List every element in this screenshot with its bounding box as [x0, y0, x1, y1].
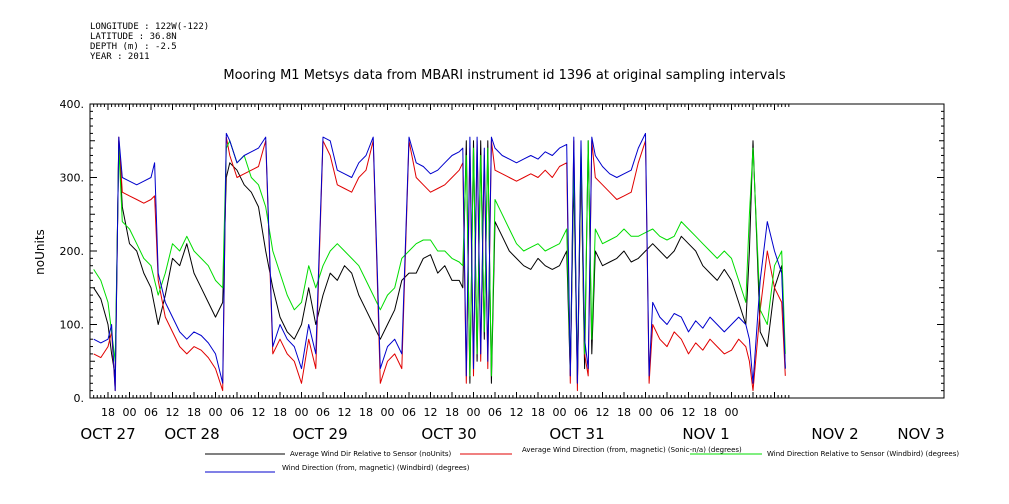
x-tick-label: 12 — [596, 406, 610, 419]
x-tick-label: 18 — [359, 406, 373, 419]
x-tick-label: 00 — [639, 406, 653, 419]
x-tick-label: 00 — [295, 406, 309, 419]
longitude-label: LONGITUDE : 122W(-122) — [90, 22, 210, 32]
x-tick-label: 00 — [381, 406, 395, 419]
series-line-1 — [93, 140, 786, 384]
x-tick-label: 18 — [703, 406, 717, 419]
legend-label-4: Wind Direction (from, magnetic) (Windbir… — [282, 464, 470, 472]
x-date-label: OCT 27 — [80, 425, 135, 443]
series-line-3 — [93, 140, 786, 377]
y-tick-label: 200. — [60, 245, 85, 258]
x-tick-label: 18 — [101, 406, 115, 419]
x-tick-label: 18 — [445, 406, 459, 419]
year-label: YEAR : 2011 — [90, 52, 150, 62]
x-tick-label: 00 — [725, 406, 739, 419]
legend-label-2: Average Wind Direction (from, magnetic) … — [522, 446, 742, 454]
x-tick-label: 12 — [424, 406, 438, 419]
series-line-4 — [93, 132, 786, 392]
depth-label: DEPTH (m) : -2.5 — [90, 42, 177, 52]
x-date-label: NOV 3 — [897, 425, 944, 443]
x-tick-label: 00 — [209, 406, 223, 419]
x-tick-label: 06 — [316, 406, 330, 419]
x-tick-label: 18 — [187, 406, 201, 419]
x-tick-label: 06 — [402, 406, 416, 419]
plot-frame — [89, 103, 945, 399]
x-tick-label: 06 — [144, 406, 158, 419]
x-tick-label: 06 — [230, 406, 244, 419]
x-tick-label: 18 — [531, 406, 545, 419]
x-tick-label: 12 — [166, 406, 180, 419]
x-tick-label: 06 — [660, 406, 674, 419]
x-date-label: NOV 1 — [682, 425, 729, 443]
chart-title: Mooring M1 Metsys data from MBARI instru… — [223, 68, 786, 83]
x-tick-label: 18 — [273, 406, 287, 419]
x-tick-label: 18 — [617, 406, 631, 419]
axes-layer: 18 00 06 12 18 00 06 12 18 00 06 12 18 00 06 12 18 00 06 12… — [60, 98, 945, 443]
x-date-label: OCT 29 — [292, 425, 347, 443]
x-tick-label: 06 — [488, 406, 502, 419]
x-tick-label: 00 — [553, 406, 567, 419]
y-axis-title: noUnits — [33, 229, 47, 275]
x-tick-label: 12 — [338, 406, 352, 419]
y-tick-label: 100. — [60, 319, 85, 332]
x-tick-label: 12 — [510, 406, 524, 419]
x-tick-label: 00 — [467, 406, 481, 419]
x-tick-label: 00 — [123, 406, 137, 419]
x-date-label: NOV 2 — [811, 425, 858, 443]
x-tick-label: 12 — [682, 406, 696, 419]
x-date-label: OCT 30 — [421, 425, 476, 443]
y-tick-label: 0. — [74, 392, 85, 405]
series-layer — [93, 132, 786, 392]
series-line-2 — [93, 136, 786, 392]
y-tick-label: 400. — [60, 98, 85, 111]
x-date-label: OCT 28 — [164, 425, 219, 443]
latitude-label: LATITUDE : 36.8N — [90, 32, 177, 42]
legend-label-3: Wind Direction Relative to Sensor (Windb… — [767, 450, 959, 458]
metadata-block: LONGITUDE : 122W(-122) LATITUDE : 36.8N … — [90, 22, 209, 62]
x-tick-label: 12 — [252, 406, 266, 419]
legend-label-1: Average Wind Dir Relative to Sensor (noU… — [290, 450, 451, 458]
x-tick-label: 06 — [574, 406, 588, 419]
y-tick-label: 300. — [60, 172, 85, 185]
x-date-label: OCT 31 — [549, 425, 604, 443]
legend: Average Wind Dir Relative to Sensor (noU… — [205, 446, 959, 473]
